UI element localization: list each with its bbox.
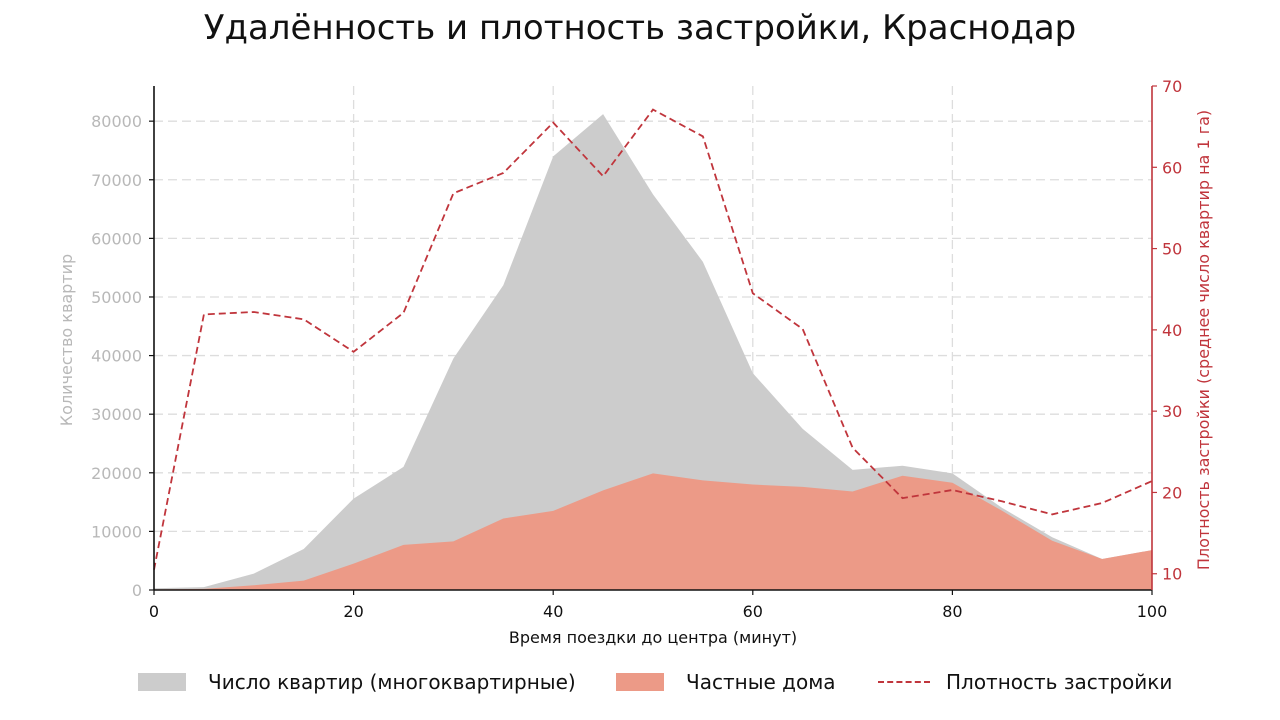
x-tick-label-0: 0 xyxy=(149,602,159,621)
y-left-tick-label-70000: 70000 xyxy=(91,171,142,190)
chart-plot: 0 20 40 60 80 100 0 10000 20000 30000 40000 50000 60… xyxy=(57,77,1213,647)
area-series-1 xyxy=(154,473,1152,590)
x-axis-label: Время поездки до центра (минут) xyxy=(509,628,797,647)
y-left-tick-label-30000: 30000 xyxy=(91,405,142,424)
y-left-tick-label-60000: 60000 xyxy=(91,229,142,248)
legend-label-density: Плотность застройки xyxy=(946,670,1173,694)
y-left-tick-label-20000: 20000 xyxy=(91,464,142,483)
area-series xyxy=(154,114,1152,590)
y-left-tick-label-40000: 40000 xyxy=(91,347,142,366)
legend-item-private-houses: Частные дома xyxy=(616,664,836,700)
legend-swatch-apartments xyxy=(138,673,186,691)
x-tick-label-100: 100 xyxy=(1137,602,1168,621)
y-right-tick-label-10: 10 xyxy=(1162,565,1182,584)
y-left-tick-label-10000: 10000 xyxy=(91,522,142,541)
chart-title: Удалённость и плотность застройки, Красн… xyxy=(203,8,1077,48)
legend-item-density: Плотность застройки xyxy=(878,664,1172,700)
legend: Число квартир (многоквартирные) Частные … xyxy=(0,664,1280,704)
line-series-2 xyxy=(153,108,1153,570)
tick-labels: 0 20 40 60 80 100 0 10000 20000 30000 40000 50000 60… xyxy=(91,77,1182,621)
x-tick-label-20: 20 xyxy=(343,602,363,621)
x-tick-label-60: 60 xyxy=(743,602,763,621)
y-left-tick-label-80000: 80000 xyxy=(91,112,142,131)
x-tick-label-40: 40 xyxy=(543,602,563,621)
axes xyxy=(149,85,1157,595)
line-series xyxy=(153,108,1153,570)
legend-item-apartments: Число квартир (многоквартирные) xyxy=(138,664,576,700)
area-series-0 xyxy=(154,114,1152,590)
y-right-tick-label-30: 30 xyxy=(1162,402,1182,421)
x-tick-label-80: 80 xyxy=(942,602,962,621)
y-left-tick-label-0: 0 xyxy=(132,581,142,600)
y-right-tick-label-40: 40 xyxy=(1162,321,1182,340)
y-right-tick-label-20: 20 xyxy=(1162,483,1182,502)
legend-label-private-houses: Частные дома xyxy=(686,670,836,694)
y-axis-left-label: Количество квартир xyxy=(57,254,76,426)
y-right-tick-label-70: 70 xyxy=(1162,77,1182,96)
y-right-tick-label-60: 60 xyxy=(1162,158,1182,177)
y-axis-right-label: Плотность застройки (среднее число кварт… xyxy=(1194,110,1213,570)
y-left-tick-label-50000: 50000 xyxy=(91,288,142,307)
legend-swatch-density xyxy=(878,681,930,683)
y-right-tick-label-50: 50 xyxy=(1162,240,1182,259)
legend-label-apartments: Число квартир (многоквартирные) xyxy=(208,670,576,694)
legend-swatch-private-houses xyxy=(616,673,664,691)
